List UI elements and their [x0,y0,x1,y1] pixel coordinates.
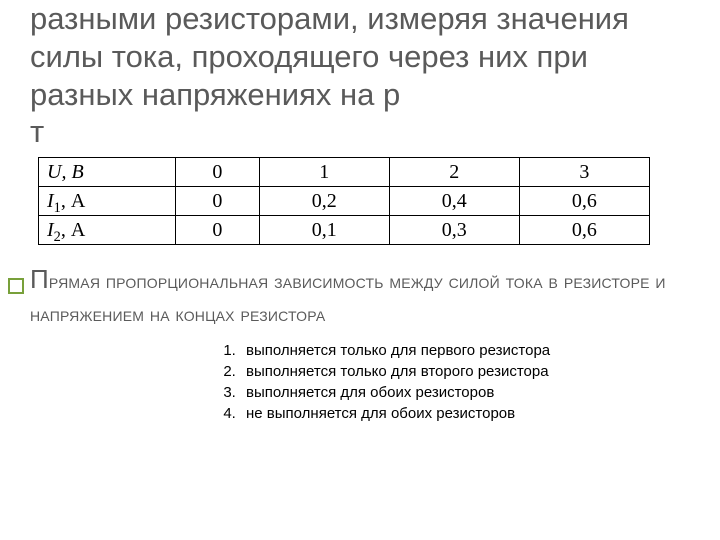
cell-i1-1: 0,2 [259,187,389,216]
list-item: выполняется только для первого резистора [240,341,690,361]
lead-line-2: силы тока, проходящего через них при раз… [30,39,588,112]
data-table-wrap: U, В 0 1 2 3 I1, А 0 0,2 0,4 0,6 I2, А [38,157,650,245]
list-item: выполняется для обоих резисторов [240,383,690,403]
cell-u-2: 2 [389,158,519,187]
statement-first-char: П [30,264,49,294]
cell-i1-0: 0 [176,187,260,216]
lead-text: разными резисторами, измеряя значения си… [30,0,690,151]
lead-line-3: т [30,114,44,149]
cell-i2-1: 0,1 [259,216,389,245]
table-row: I2, А 0 0,1 0,3 0,6 [39,216,650,245]
row-label-u: U, В [39,158,176,187]
cell-i1-3: 0,6 [519,187,649,216]
cell-i2-0: 0 [176,216,260,245]
cell-u-1: 1 [259,158,389,187]
cell-i1-2: 0,4 [389,187,519,216]
cell-u-0: 0 [176,158,260,187]
lead-line-1: разными резисторами, измеряя значения [30,1,629,36]
statement-text: Прямая пропорциональная зависимость межд… [30,259,690,330]
list-item: не выполняется для обоих резисторов [240,404,690,424]
cell-u-3: 3 [519,158,649,187]
statement-line-2: напряжением на концах резистора [30,304,325,326]
cell-i2-2: 0,3 [389,216,519,245]
answer-list: выполняется только для первого резистора… [240,341,690,425]
table-row: I1, А 0 0,2 0,4 0,6 [39,187,650,216]
statement-rest-1: рямая пропорциональная зависимость между… [49,271,666,293]
table-row: U, В 0 1 2 3 [39,158,650,187]
list-item: выполняется только для второго резистора [240,362,690,382]
data-table: U, В 0 1 2 3 I1, А 0 0,2 0,4 0,6 I2, А [38,157,650,245]
bullet-marker [8,278,24,294]
cell-i2-3: 0,6 [519,216,649,245]
row-label-i2: I2, А [39,216,176,245]
row-label-i1: I1, А [39,187,176,216]
